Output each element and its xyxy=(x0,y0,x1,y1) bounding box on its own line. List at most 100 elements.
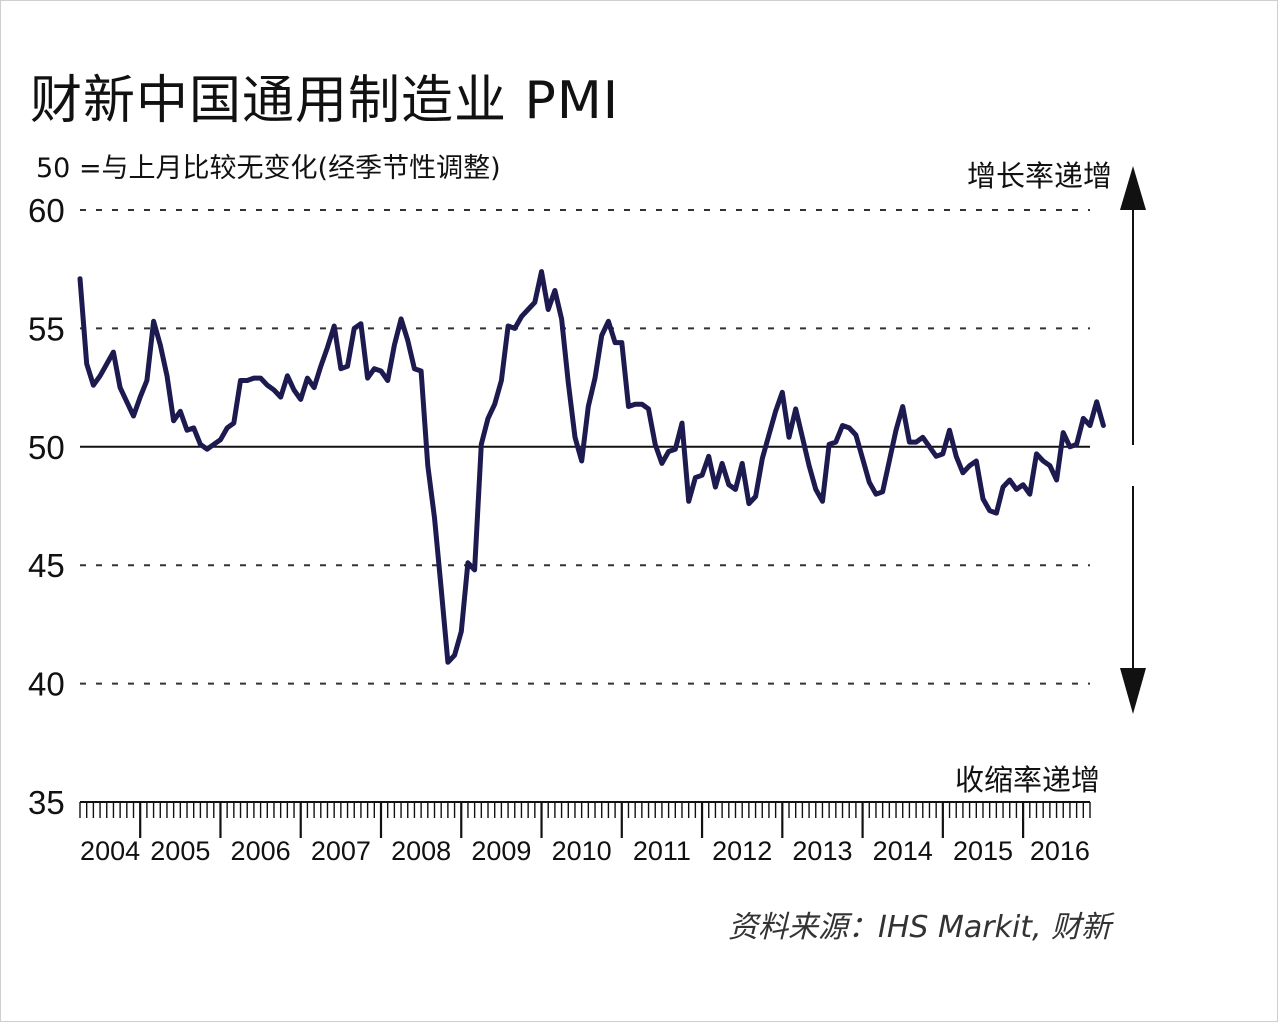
data-point-2007-07 xyxy=(339,367,343,371)
data-point-2016-05 xyxy=(1048,464,1052,468)
data-point-2004-12 xyxy=(132,414,136,418)
data-point-2016-08 xyxy=(1068,445,1072,449)
x-tick-label-2010: 2010 xyxy=(552,836,612,866)
data-point-2005-12 xyxy=(212,442,216,446)
data-point-2007-09 xyxy=(352,326,356,330)
data-point-2016-02 xyxy=(1028,492,1032,496)
x-tick-label-2004: 2004 xyxy=(80,836,140,866)
data-point-2014-06 xyxy=(894,428,898,432)
data-point-2016-09 xyxy=(1075,442,1079,446)
data-point-2013-02 xyxy=(787,435,791,439)
data-point-2011-09 xyxy=(673,447,677,451)
data-point-2006-11 xyxy=(285,374,289,378)
chart-subtitle: 50 =与上月比较无变化(经季节性调整) xyxy=(36,153,501,184)
data-point-2016-03 xyxy=(1034,452,1038,456)
data-point-2007-04 xyxy=(319,364,323,368)
data-point-2010-10 xyxy=(600,334,604,338)
data-point-2009-09 xyxy=(513,326,517,330)
data-point-2007-02 xyxy=(305,376,309,380)
data-point-2013-06 xyxy=(814,487,818,491)
data-point-2017-01 xyxy=(1101,423,1105,427)
y-tick-label-50: 50 xyxy=(28,429,65,466)
data-point-2005-01 xyxy=(138,395,142,399)
y-axis-ticks: 60 55 50 45 40 35 xyxy=(28,192,65,821)
chart-title: 财新中国通用制造业 PMI xyxy=(30,71,620,131)
data-point-2012-05 xyxy=(727,483,731,487)
data-point-2006-03 xyxy=(232,421,236,425)
data-point-2016-07 xyxy=(1061,431,1065,435)
data-point-2005-06 xyxy=(172,419,176,423)
y-tick-label-35: 35 xyxy=(28,784,65,821)
data-point-2015-06 xyxy=(974,459,978,463)
data-point-2013-11 xyxy=(847,426,851,430)
data-point-2009-11 xyxy=(526,307,530,311)
data-point-2014-12 xyxy=(934,454,938,458)
x-tick-label-2015: 2015 xyxy=(953,836,1013,866)
data-point-2015-03 xyxy=(954,454,958,458)
data-point-2004-08 xyxy=(105,362,109,366)
data-point-2005-09 xyxy=(192,426,196,430)
data-point-2006-08 xyxy=(265,383,269,387)
data-point-2012-03 xyxy=(713,485,717,489)
data-point-2007-06 xyxy=(332,324,336,328)
data-point-2008-07 xyxy=(419,369,423,373)
data-point-2008-03 xyxy=(392,343,396,347)
data-point-2016-11 xyxy=(1088,423,1092,427)
data-point-2008-09 xyxy=(433,516,437,520)
data-point-2010-12 xyxy=(613,341,617,345)
data-point-2016-01 xyxy=(1021,483,1025,487)
data-point-2013-01 xyxy=(780,390,784,394)
data-point-2005-07 xyxy=(178,409,182,413)
data-point-2004-04 xyxy=(78,277,82,281)
data-point-2012-11 xyxy=(767,433,771,437)
data-point-2004-09 xyxy=(111,350,115,354)
x-tick-label-2013: 2013 xyxy=(792,836,852,866)
source-note: 资料来源：IHS Markit, 财新 xyxy=(728,910,1112,945)
data-point-2005-11 xyxy=(205,447,209,451)
data-point-2013-12 xyxy=(854,433,858,437)
series-line xyxy=(77,269,1106,665)
data-point-2004-06 xyxy=(91,383,95,387)
x-tick-label-2011: 2011 xyxy=(633,836,691,866)
down-annotation: 收缩率递增 xyxy=(955,763,1100,797)
data-point-2007-08 xyxy=(346,364,350,368)
data-point-2006-10 xyxy=(279,395,283,399)
data-point-2008-11 xyxy=(446,660,450,664)
data-point-2009-02 xyxy=(466,561,470,565)
data-point-2008-02 xyxy=(386,378,390,382)
data-point-2010-06 xyxy=(573,435,577,439)
data-point-2008-06 xyxy=(412,367,416,371)
up-arrow-icon xyxy=(1120,166,1146,210)
data-point-2004-11 xyxy=(125,400,129,404)
data-point-2008-10 xyxy=(439,587,443,591)
data-point-2007-11 xyxy=(366,376,370,380)
data-point-2007-01 xyxy=(299,397,303,401)
data-point-2014-02 xyxy=(867,480,871,484)
data-point-2015-11 xyxy=(1008,478,1012,482)
down-arrow-icon xyxy=(1120,668,1146,714)
data-point-2010-04 xyxy=(560,317,564,321)
data-point-2007-10 xyxy=(359,322,363,326)
data-point-2009-03 xyxy=(473,568,477,572)
data-point-2016-10 xyxy=(1081,416,1085,420)
data-point-2009-10 xyxy=(519,315,523,319)
data-point-2012-06 xyxy=(733,487,737,491)
up-annotation: 增长率递增 xyxy=(967,159,1112,193)
data-point-2012-10 xyxy=(760,457,764,461)
data-point-2010-05 xyxy=(566,381,570,385)
data-point-2011-03 xyxy=(633,402,637,406)
data-point-2012-04 xyxy=(720,461,724,465)
data-point-2014-03 xyxy=(874,492,878,496)
data-point-2012-12 xyxy=(774,409,778,413)
data-point-2006-02 xyxy=(225,426,229,430)
data-point-2014-08 xyxy=(907,440,911,444)
data-point-2007-12 xyxy=(372,367,376,371)
data-point-2015-01 xyxy=(941,452,945,456)
series-layer xyxy=(77,269,1106,665)
data-point-2015-05 xyxy=(968,464,972,468)
y-tick-label-45: 45 xyxy=(28,547,65,584)
y-tick-label-55: 55 xyxy=(28,310,65,347)
data-point-2010-02 xyxy=(546,307,550,311)
data-point-2005-04 xyxy=(158,343,162,347)
